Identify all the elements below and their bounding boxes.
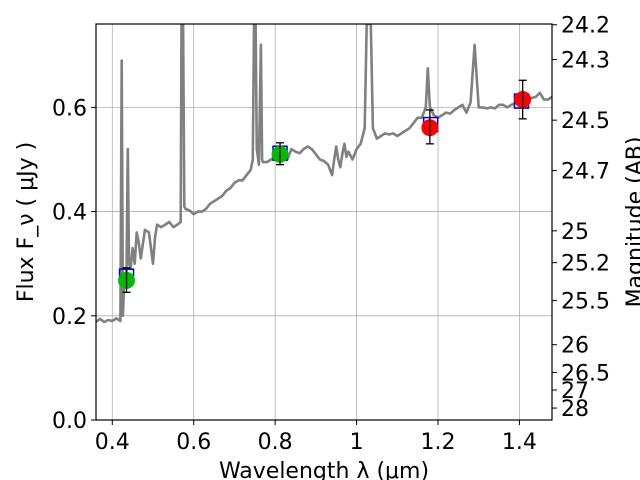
right-tick-label: 24.7 (561, 160, 610, 185)
right-tick-label: 25.5 (561, 290, 610, 315)
grid-lines (96, 24, 552, 421)
x-tick-label: 0.8 (258, 430, 293, 455)
plot-frame (95, 23, 553, 421)
x-axis-title: Wavelength λ (μm) (219, 459, 429, 480)
x-tick-label: 0.4 (95, 430, 130, 455)
right-tick-label: 26 (561, 334, 589, 359)
right-tick-label: 27 (561, 379, 589, 404)
right-tick-label: 25.2 (561, 252, 610, 277)
y-tick-label: 0.2 (52, 305, 87, 330)
y-tick-label: 0.4 (52, 201, 87, 226)
right-tick-label: 24.3 (561, 49, 610, 74)
right-axis-title: Magnitude (AB) (623, 137, 640, 308)
y-axis: 0.0 0.2 0.4 0.6 (52, 96, 96, 434)
right-tick-label: 25 (561, 220, 589, 245)
x-tick-label: 0.6 (176, 430, 211, 455)
y-tick-label: 0.0 (52, 409, 87, 434)
x-tick-label: 1.4 (502, 430, 537, 455)
y-axis-title: Flux F_ν ( μJy ) (14, 142, 39, 302)
model-spectrum (96, 24, 552, 324)
right-tick-label: 28 (561, 397, 589, 422)
right-tick-label: 24.5 (561, 109, 610, 134)
right-tick-label: 26.5 (561, 361, 610, 386)
y-tick-label: 0.6 (52, 96, 87, 121)
right-tick-label: 24.2 (561, 14, 610, 39)
spectrum-line (96, 24, 552, 324)
x-axis: 0.4 0.6 0.8 1 1.2 1.4 (95, 420, 537, 455)
x-tick-label: 1 (350, 430, 364, 455)
photometry-markers (118, 79, 532, 293)
x-tick-label: 1.2 (421, 430, 456, 455)
